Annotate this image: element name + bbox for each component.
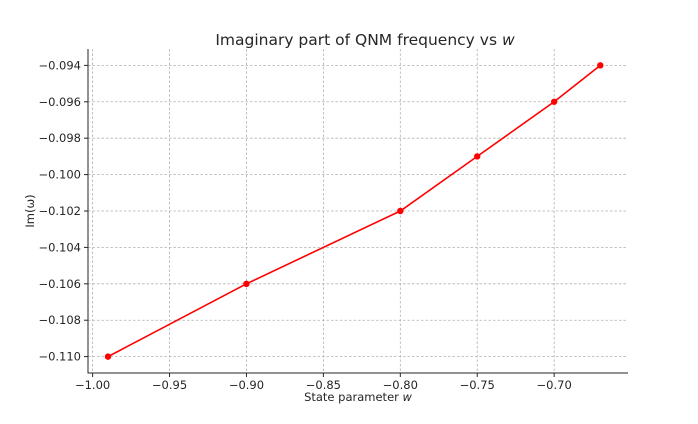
x-tick-label: −0.95 [152, 378, 187, 392]
series-layer [104, 62, 604, 360]
data-point [550, 98, 558, 105]
x-axis-ticks: −1.00 −0.95 −0.90 −0.85 −0.80 −0.75 −0.70 [75, 373, 572, 392]
y-tick-label: −0.102 [38, 204, 81, 218]
x-axis-label: State parameter w [304, 390, 412, 404]
y-tick-label: −0.106 [38, 277, 81, 291]
y-axis-label: Im(ω) [23, 194, 37, 227]
chart-title: Imaginary part of QNM frequency vs w [215, 31, 515, 49]
data-point [397, 207, 404, 215]
x-tick-label: −0.80 [383, 378, 418, 392]
data-point [243, 280, 250, 288]
axes-frame [87, 49, 628, 374]
y-axis-ticks: −0.110 −0.108 −0.106 −0.104 −0.102 −0.100 −0.0… [38, 58, 88, 364]
x-tick-label: −1.00 [75, 378, 110, 392]
series-line [107, 64, 601, 358]
data-point [597, 62, 604, 69]
y-tick-label: −0.094 [38, 58, 81, 72]
y-tick-label: −0.100 [38, 168, 81, 182]
data-point [474, 153, 481, 160]
x-tick-label: −0.90 [229, 378, 264, 392]
y-tick-label: −0.108 [38, 313, 81, 327]
x-tick-label: −0.75 [460, 378, 495, 392]
y-tick-label: −0.104 [38, 240, 81, 254]
x-tick-label: −0.70 [537, 378, 572, 392]
grid [88, 49, 628, 373]
y-tick-label: −0.098 [38, 131, 81, 145]
x-tick-label: −0.85 [306, 378, 341, 392]
y-tick-label: −0.110 [38, 350, 81, 364]
y-tick-label: −0.096 [38, 95, 81, 109]
data-point [104, 353, 112, 360]
